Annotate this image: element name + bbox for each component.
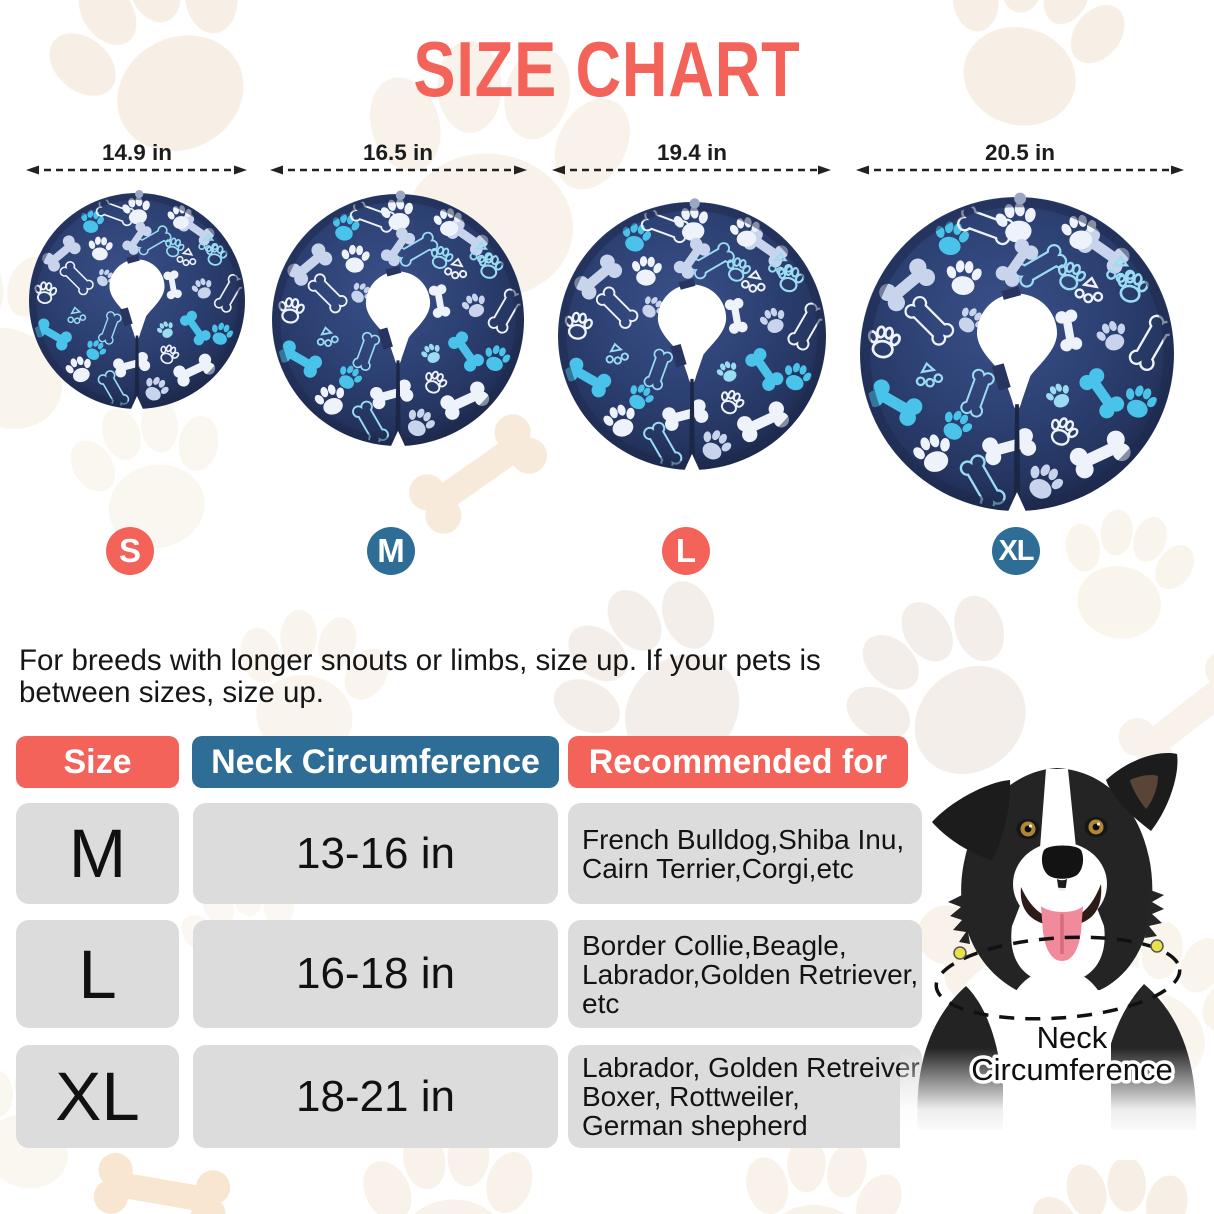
svg-text:Neck: Neck [1037,1020,1108,1055]
svg-text:Circumference: Circumference [971,1052,1173,1087]
